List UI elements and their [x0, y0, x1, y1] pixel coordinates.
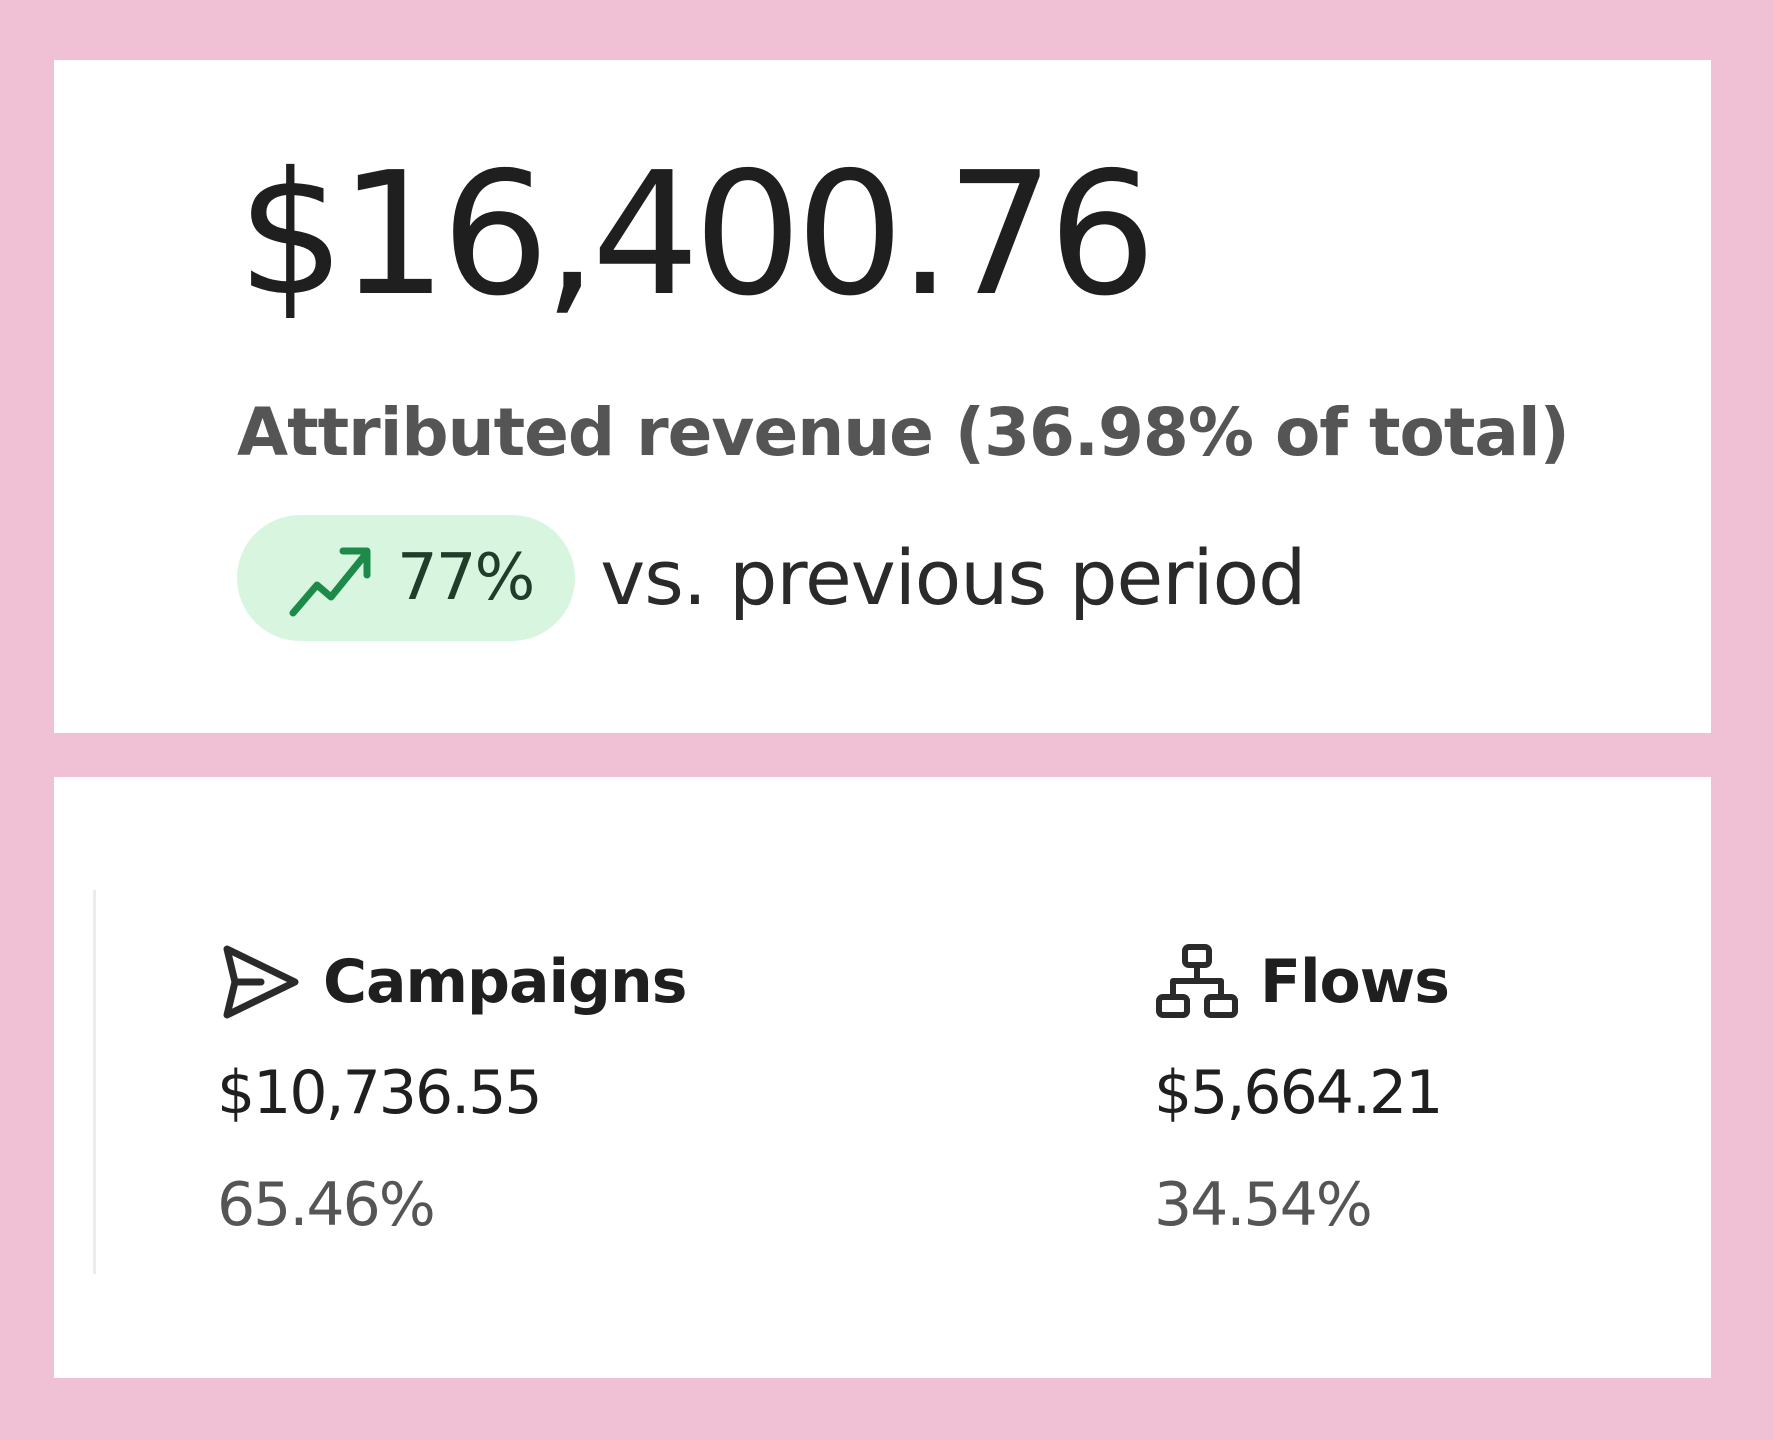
flow-hierarchy-icon — [1156, 944, 1238, 1018]
trend-percent: 77% — [397, 541, 535, 615]
trend-up-icon — [289, 547, 371, 617]
trend-badge: 77% — [237, 515, 576, 641]
campaigns-header: Campaigns — [217, 937, 687, 1027]
send-icon — [223, 945, 299, 1019]
vertical-divider — [93, 890, 96, 1274]
flows-amount: $5,664.21 — [1154, 1058, 1443, 1128]
total-revenue-value: $16,400.76 — [237, 136, 1156, 334]
flows-share: 34.54% — [1154, 1170, 1373, 1240]
revenue-summary-card: $16,400.76 Attributed revenue (36.98% of… — [54, 60, 1711, 733]
flows-label: Flows — [1260, 947, 1450, 1017]
campaigns-label: Campaigns — [323, 947, 687, 1017]
campaigns-amount: $10,736.55 — [217, 1058, 543, 1128]
flows-header: Flows — [1154, 937, 1450, 1027]
flows-column: Flows $5,664.21 34.54% — [1154, 937, 1450, 1240]
campaigns-share: 65.46% — [217, 1170, 436, 1240]
trend-row: 77% vs. previous period — [237, 515, 1306, 641]
campaigns-column: Campaigns $10,736.55 65.46% — [217, 937, 687, 1240]
trend-comparison-text: vs. previous period — [600, 533, 1306, 622]
attributed-revenue-label: Attributed revenue (36.98% of total) — [237, 394, 1570, 471]
revenue-breakdown-card: Campaigns $10,736.55 65.46% Flows $5,664… — [54, 777, 1711, 1378]
